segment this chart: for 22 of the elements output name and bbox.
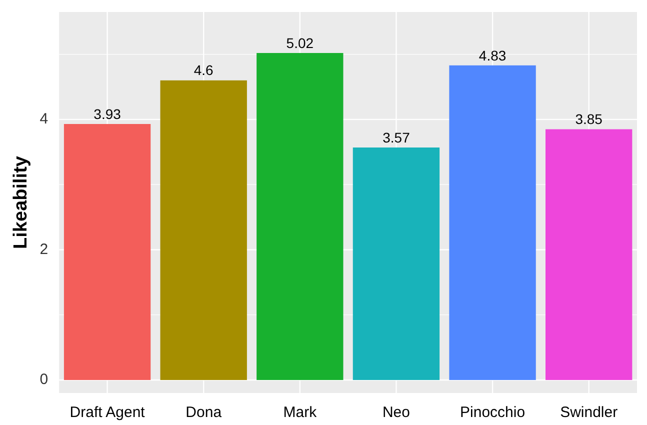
data-label: 5.02 — [286, 34, 314, 51]
bar — [160, 80, 247, 380]
x-tick-label: Draft Agent — [70, 404, 146, 422]
y-tick-label: 2 — [40, 240, 48, 258]
bar — [546, 129, 632, 380]
data-label: 3.57 — [382, 129, 410, 146]
x-tick-label: Neo — [382, 404, 410, 422]
y-tick-label: 4 — [40, 110, 48, 128]
y-tick-label: 0 — [40, 371, 48, 388]
y-axis-title: Likeability — [10, 156, 32, 249]
bar — [256, 53, 344, 380]
data-label: 3.85 — [575, 111, 603, 128]
bar — [64, 124, 151, 380]
data-label: 3.93 — [94, 106, 122, 122]
bar — [449, 65, 536, 380]
x-tick-label: Mark — [283, 404, 318, 422]
x-tick-label: Dona — [186, 404, 222, 422]
x-tick-label: Swindler — [560, 404, 618, 422]
bar — [352, 147, 440, 380]
x-tick-label: Pinocchio — [460, 404, 526, 422]
data-label: 4.6 — [194, 62, 214, 78]
data-label: 4.83 — [478, 47, 506, 64]
